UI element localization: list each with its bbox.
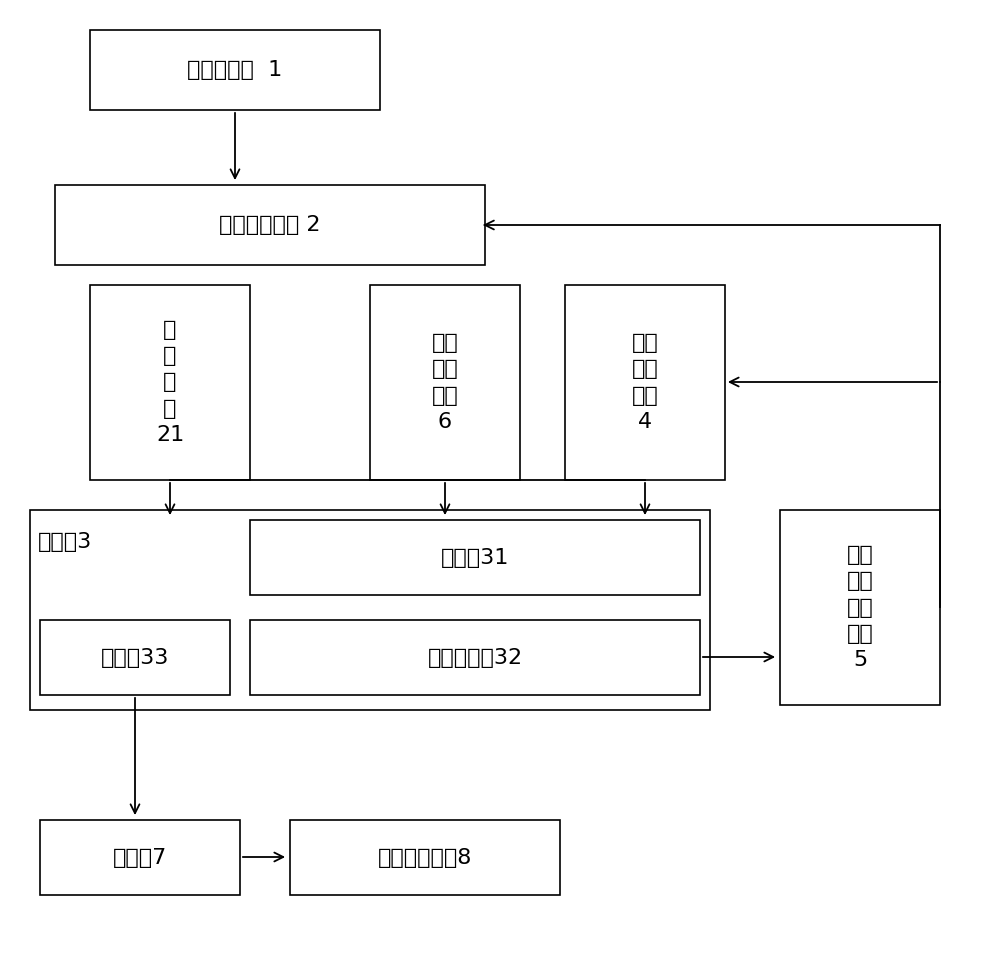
Bar — [40, 820, 240, 895]
Text: 挤塑机3: 挤塑机3 — [38, 532, 92, 552]
Bar — [90, 285, 250, 480]
Bar — [370, 285, 520, 480]
Text: 计量加料料筒 2: 计量加料料筒 2 — [219, 215, 321, 235]
Text: 偶联
剂计
量泵
4: 偶联 剂计 量泵 4 — [632, 333, 658, 432]
Text: 温水交联装置8: 温水交联装置8 — [378, 847, 472, 868]
Text: 挤塑机螺杆32: 挤塑机螺杆32 — [427, 648, 523, 667]
Text: 精确
计量
控制
装置
5: 精确 计量 控制 装置 5 — [847, 544, 873, 670]
Text: 加料口31: 加料口31 — [441, 547, 509, 568]
Bar — [30, 510, 710, 710]
Text: 预加料料筒  1: 预加料料筒 1 — [187, 60, 283, 80]
Bar — [40, 620, 230, 695]
Text: 雾化
处理
装置
6: 雾化 处理 装置 6 — [432, 333, 458, 432]
Bar — [565, 285, 725, 480]
Bar — [780, 510, 940, 705]
Text: 收线盘7: 收线盘7 — [113, 847, 167, 868]
Bar — [250, 520, 700, 595]
Text: 出料口33: 出料口33 — [101, 648, 169, 667]
Bar — [290, 820, 560, 895]
Text: 计
量
加
料
21: 计 量 加 料 21 — [156, 319, 184, 445]
Bar — [90, 30, 380, 110]
Bar — [250, 620, 700, 695]
Bar — [55, 185, 485, 265]
